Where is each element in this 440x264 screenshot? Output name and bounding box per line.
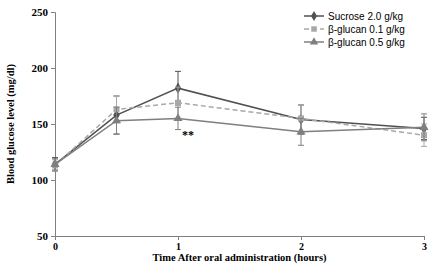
y-tick-mark <box>51 12 55 13</box>
y-tick-mark <box>51 236 55 237</box>
error-bar-cap <box>114 96 120 97</box>
y-axis-title: Blood glucose level (mg/dl) <box>5 64 17 184</box>
chart: 0 1 2 3 50 100 150 200 250 Time After oral admini… <box>0 0 440 264</box>
legend-label: β-glucan 0.5 g/kg <box>328 37 405 48</box>
x-tick: 2 <box>299 236 304 252</box>
y-tick-label: 100 <box>32 174 49 186</box>
x-tick-label: 2 <box>299 241 304 252</box>
y-tick-label: 150 <box>32 118 49 130</box>
error-bar-cap <box>421 113 427 114</box>
error-bar-cap <box>298 104 304 105</box>
error-bar-cap <box>175 71 181 72</box>
marker <box>175 100 181 106</box>
error-bar-cap <box>52 171 58 172</box>
error-bar-cap <box>175 107 181 108</box>
x-axis-line <box>56 237 425 241</box>
series <box>52 71 427 171</box>
legend-label: β-glucan 0.1 g/kg <box>328 24 405 35</box>
error-bar-cap <box>421 140 427 141</box>
error-bar-cap <box>114 134 120 135</box>
y-tick-label: 200 <box>32 62 49 74</box>
x-tick: 0 <box>53 236 58 252</box>
marker <box>173 113 182 121</box>
series-line <box>55 88 424 164</box>
x-tick-mark <box>424 236 425 240</box>
y-tick: 100 <box>32 174 56 186</box>
x-tick-mark <box>301 236 302 240</box>
marker <box>419 122 428 130</box>
marker <box>50 159 59 167</box>
x-tick: 3 <box>422 236 427 252</box>
legend-item: β-glucan 0.5 g/kg <box>304 37 405 48</box>
y-axis-line <box>51 13 56 237</box>
error-bar-line <box>116 96 117 134</box>
y-tick-mark <box>51 124 55 125</box>
series <box>52 87 427 171</box>
x-tick-label: 3 <box>422 241 427 252</box>
y-tick: 50 <box>37 230 55 242</box>
x-tick-label: 1 <box>176 241 181 252</box>
error-bar-cap <box>52 171 58 172</box>
y-tick: 250 <box>32 6 56 18</box>
y-axis: 50 100 150 200 250 <box>32 6 56 242</box>
x-axis-title: Time After oral administration (hours) <box>152 252 327 264</box>
series-line <box>55 103 424 166</box>
error-bar-cap <box>175 129 181 130</box>
legend-label: Sucrose 2.0 g/kg <box>328 11 403 22</box>
legend-marker <box>311 26 316 31</box>
y-tick-mark <box>51 180 55 181</box>
error-bar-cap <box>421 146 427 147</box>
error-bar <box>114 96 120 134</box>
y-tick: 200 <box>32 62 56 74</box>
y-tick: 150 <box>32 118 56 130</box>
legend-marker <box>311 11 317 21</box>
error-bar-cap <box>114 107 120 108</box>
y-tick-label: 50 <box>37 230 49 242</box>
error-bar-cap <box>114 134 120 135</box>
annotation: ** <box>182 128 194 142</box>
error-bar-cap <box>298 118 304 119</box>
error-bar-cap <box>52 169 58 170</box>
x-tick-mark <box>178 236 179 240</box>
y-tick-label: 250 <box>32 6 49 18</box>
series <box>50 107 428 170</box>
marker <box>296 127 305 135</box>
series-line <box>55 118 424 164</box>
legend-item: Sucrose 2.0 g/kg <box>304 11 403 22</box>
error-bar-cap <box>175 87 181 88</box>
y-tick-mark <box>51 68 55 69</box>
error-bar-cap <box>298 145 304 146</box>
marker <box>112 115 121 123</box>
plot-area <box>50 71 428 171</box>
error-bar-cap <box>52 157 58 158</box>
x-tick-label: 0 <box>53 241 58 252</box>
x-axis: 0 1 2 3 <box>53 236 427 252</box>
error-bar-cap <box>298 104 304 105</box>
error-bar-cap <box>114 96 120 97</box>
legend-marker <box>310 37 318 44</box>
legend-item: β-glucan 0.1 g/kg <box>304 24 405 35</box>
x-tick: 1 <box>176 236 181 252</box>
legend: Sucrose 2.0 g/kg β-glucan 0.1 g/kg β-gluca… <box>304 11 405 48</box>
